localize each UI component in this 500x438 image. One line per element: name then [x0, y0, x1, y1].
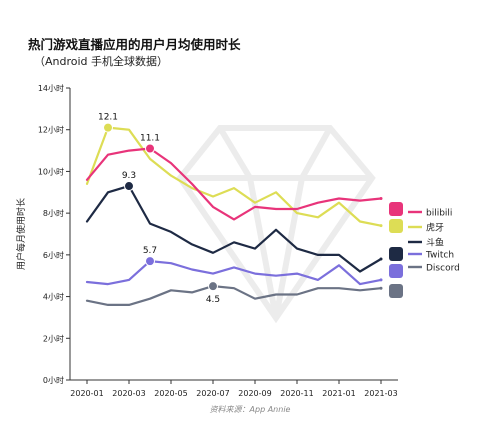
data-label: 12.1 — [98, 113, 118, 123]
data-labels: 12.1 11.1 9.3 5.7 4.5 — [98, 113, 220, 306]
series-lines — [85, 126, 383, 306]
y-tick-label: 12小时 — [38, 125, 64, 135]
series-end-point — [379, 286, 383, 290]
bilibili-icon — [389, 202, 403, 216]
watermark-diamond — [176, 125, 376, 324]
data-point-marker — [103, 122, 113, 133]
y-tick-label: 6小时 — [43, 250, 64, 260]
huya-icon — [389, 219, 403, 233]
x-tick-label: 2020-01 — [70, 389, 103, 398]
x-tick-label: 2020-07 — [196, 389, 229, 398]
legend-label: Twitch — [425, 251, 454, 261]
legend-label: bilibili — [426, 209, 452, 219]
data-label: 4.5 — [206, 295, 220, 305]
y-tick-label: 8小时 — [43, 208, 64, 218]
y-tick-label: 0小时 — [43, 375, 64, 385]
series-end-point — [379, 224, 383, 228]
series-line-Twitch — [85, 260, 383, 286]
data-label: 5.7 — [143, 246, 157, 256]
x-tick-label: 2020-03 — [112, 389, 145, 398]
y-axis-label: 用户每月使用时长 — [15, 198, 27, 270]
legend-label: 斗鱼 — [426, 237, 444, 249]
data-point-marker — [145, 143, 155, 154]
chart-subtitle: （Android 手机全球数据） — [34, 55, 169, 68]
data-point-marker — [208, 281, 218, 292]
series-line-斗鱼 — [85, 184, 383, 273]
series-line-bilibili — [85, 147, 383, 221]
series-end-point — [379, 257, 383, 261]
legend-label: Discord — [426, 264, 460, 274]
legend-label: 虎牙 — [426, 222, 444, 234]
discord-icon — [389, 284, 403, 298]
chart-title: 热门游戏直播应用的用户月均使用时长 — [28, 37, 241, 52]
douyu-icon — [389, 247, 403, 261]
x-tick-label: 2020-05 — [154, 389, 187, 398]
x-tick-label: 2020-11 — [280, 389, 313, 398]
x-tick-label: 2021-01 — [322, 389, 355, 398]
y-tick-label: 4小时 — [43, 292, 64, 302]
data-point-marker — [124, 181, 134, 192]
y-tick-label: 2小时 — [43, 333, 64, 343]
series-end-point — [379, 278, 383, 282]
source-note: 资料来源：App Annie — [209, 405, 291, 414]
x-tick-label: 2020-09 — [238, 389, 271, 398]
data-label: 11.1 — [140, 133, 160, 143]
series-line-虎牙 — [85, 126, 383, 227]
series-end-point — [379, 197, 383, 201]
y-tick-label: 10小时 — [38, 166, 64, 176]
y-tick-label: 14小时 — [38, 83, 64, 93]
x-tick-label: 2021-03 — [364, 389, 397, 398]
data-label: 9.3 — [122, 171, 136, 181]
data-point-marker — [145, 256, 155, 267]
twitch-icon — [389, 264, 403, 278]
series-line-Discord — [85, 285, 383, 306]
